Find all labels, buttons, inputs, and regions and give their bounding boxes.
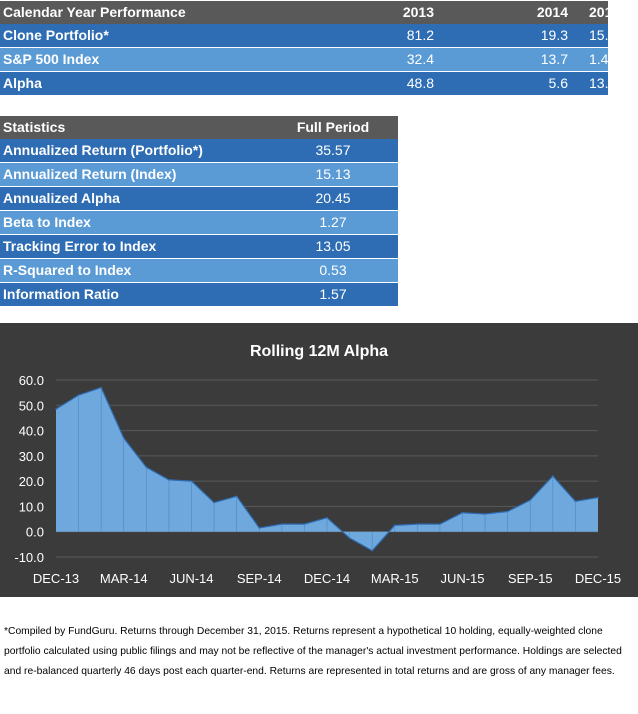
x-tick-label: JUN-14: [169, 571, 213, 586]
data-point: [100, 386, 102, 389]
table-row: Annualized Return (Index) 15.13: [0, 162, 398, 187]
data-point: [303, 523, 306, 525]
header-cell: Calendar Year Performance: [0, 1, 209, 24]
x-tick-label: DEC-14: [304, 571, 350, 586]
row-label: Annualized Alpha: [0, 186, 268, 211]
rolling-alpha-chart: Rolling 12M Alpha 60.0 50.0 40.0 30.0 20.0 10.…: [0, 323, 638, 597]
row-value: 1.4: [589, 47, 608, 72]
calendar-performance-table: Calendar Year Performance 2013 2014 2015…: [0, 1, 620, 95]
y-tick-label: 0.0: [26, 525, 44, 540]
header-cell-year: 2015: [589, 1, 620, 24]
x-tick-label: JUN-15: [440, 571, 484, 586]
table-row: S&P 500 Index 32.4 13.7 1.4: [0, 47, 608, 72]
table-row: Annualized Return (Portfolio*) 35.57: [0, 139, 398, 163]
row-label: R-Squared to Index: [0, 258, 268, 283]
row-value: 32.4: [209, 47, 454, 72]
header-cell: Statistics: [0, 116, 268, 139]
y-tick-label: 10.0: [19, 499, 44, 514]
table-row: Clone Portfolio* 81.2 19.3 15.3: [0, 24, 616, 48]
row-value: 1.27: [268, 210, 398, 235]
table-header-row: Calendar Year Performance 2013 2014 2015: [0, 1, 620, 24]
table-row: R-Squared to Index 0.53: [0, 258, 398, 283]
data-point: [597, 496, 599, 499]
y-tick-label: 40.0: [19, 424, 44, 439]
row-value: 35.57: [268, 139, 398, 163]
table-header-row: Statistics Full Period: [0, 116, 398, 139]
row-label: S&P 500 Index: [0, 47, 209, 72]
header-cell-year: 2013: [209, 1, 454, 24]
row-label: Clone Portfolio*: [0, 24, 209, 48]
data-point: [55, 408, 57, 410]
statistics-table: Statistics Full Period Annualized Return…: [0, 116, 398, 306]
chart-canvas: Rolling 12M Alpha 60.0 50.0 40.0 30.0 20.0 10.…: [14, 343, 621, 586]
row-label: Beta to Index: [0, 210, 268, 235]
row-value: 15.3: [589, 24, 616, 48]
x-tick-label: DEC-13: [33, 571, 79, 586]
table-row: Information Ratio 1.57: [0, 282, 398, 306]
data-point: [416, 523, 419, 525]
row-value: 15.13: [268, 162, 398, 187]
row-label: Information Ratio: [0, 282, 268, 306]
row-label: Annualized Return (Index): [0, 162, 268, 187]
row-value: 20.45: [268, 186, 398, 211]
x-tick-label: MAR-14: [100, 571, 148, 586]
row-value: 13.9: [589, 71, 616, 95]
table-row: Alpha 48.8 5.6 13.9: [0, 71, 616, 95]
row-value: 1.57: [268, 282, 398, 306]
table-row: Annualized Alpha 20.45: [0, 186, 398, 211]
data-point: [552, 475, 554, 477]
y-tick-label: 30.0: [19, 449, 44, 464]
y-tick-label: -10.0: [14, 550, 44, 565]
data-point: [393, 524, 396, 527]
row-value: 48.8: [209, 71, 454, 95]
data-point: [326, 517, 328, 519]
x-tick-label: DEC-15: [575, 571, 621, 586]
header-cell-year: 2014: [454, 1, 589, 24]
row-label: Alpha: [0, 71, 209, 95]
chart-title: Rolling 12M Alpha: [250, 343, 388, 360]
header-cell-period: Full Period: [268, 116, 398, 139]
data-point: [281, 523, 283, 525]
data-point: [235, 495, 238, 498]
x-tick-label: SEP-14: [237, 571, 282, 586]
y-tick-label: 20.0: [19, 474, 44, 489]
y-tick-label: 50.0: [19, 398, 44, 413]
row-value: 19.3: [454, 24, 589, 48]
x-tick-label: SEP-15: [508, 571, 553, 586]
table-row: Beta to Index 1.27: [0, 210, 398, 235]
y-tick-label: 60.0: [19, 373, 44, 388]
row-value: 5.6: [454, 71, 589, 95]
data-point: [439, 523, 441, 525]
row-label: Tracking Error to Index: [0, 234, 268, 259]
row-value: 81.2: [209, 24, 454, 48]
table-row: Tracking Error to Index 13.05: [0, 234, 398, 259]
row-value: 13.05: [268, 234, 398, 259]
data-point: [371, 549, 373, 552]
row-label: Annualized Return (Portfolio*): [0, 139, 268, 163]
row-value: 13.7: [454, 47, 589, 72]
x-tick-label: MAR-15: [371, 571, 419, 586]
row-value: 0.53: [268, 258, 398, 283]
footnote: *Compiled by FundGuru. Returns through D…: [4, 626, 622, 677]
